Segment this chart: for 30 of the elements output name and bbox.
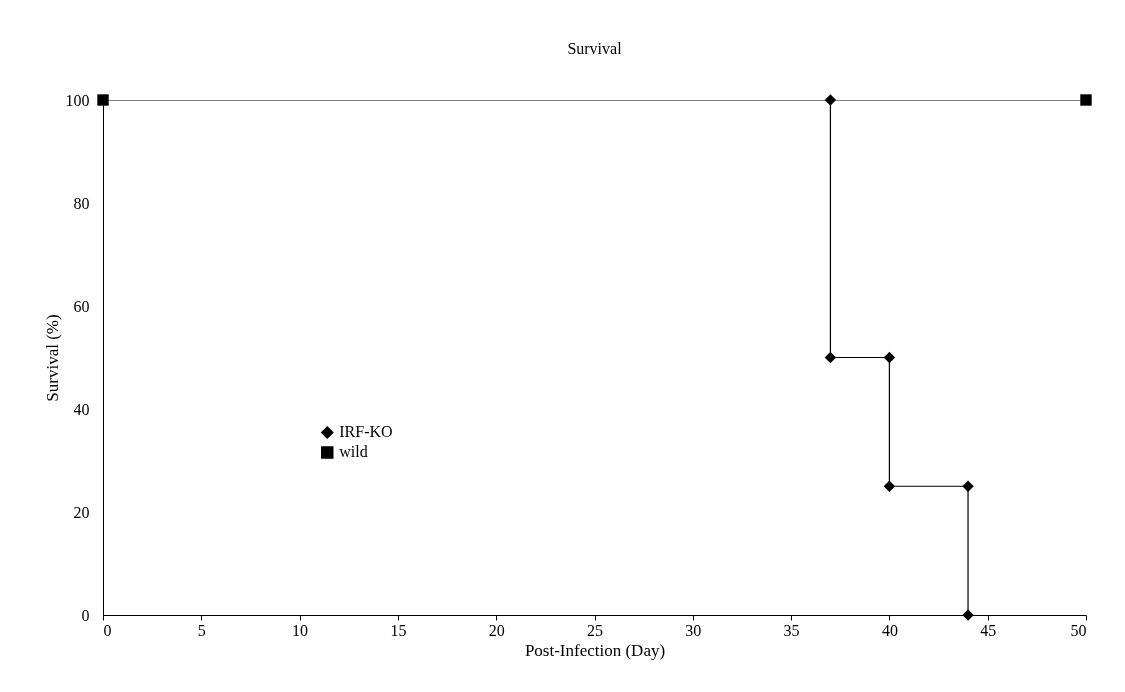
y-tick-label: 20 <box>73 503 90 521</box>
x-tick-label: 15 <box>390 621 407 639</box>
point <box>1080 94 1092 106</box>
x-tick-label: 10 <box>292 621 309 639</box>
y-axis-title: Survival (%) <box>42 314 62 402</box>
x-tick-label: 20 <box>488 621 505 639</box>
legend-label: wild <box>339 443 368 461</box>
x-tick-label: 25 <box>587 621 603 639</box>
point <box>962 480 974 492</box>
x-tick-label: 50 <box>1070 621 1087 639</box>
x-tick-label: 35 <box>783 621 800 639</box>
x-tick-label: 30 <box>685 621 702 639</box>
point <box>962 609 974 621</box>
point <box>883 351 896 364</box>
x-tick-label: 5 <box>197 621 206 639</box>
x-tick-label: 40 <box>881 621 898 639</box>
x-axis-title: Post-Infection (Day) <box>524 640 666 660</box>
chart-title: Survival <box>567 40 623 57</box>
y-tick-label: 0 <box>81 606 90 624</box>
x-tick-label: 45 <box>980 621 997 639</box>
x-tick-label: 0 <box>103 621 112 639</box>
point <box>97 94 109 106</box>
y-tick-label: 40 <box>73 400 90 418</box>
legend-label: IRF-KO <box>339 423 393 441</box>
point <box>824 351 837 364</box>
point <box>824 94 837 106</box>
y-tick-label: 60 <box>73 297 90 315</box>
point <box>883 480 896 492</box>
y-tick-label: 80 <box>73 194 90 212</box>
y-tick-label: 100 <box>65 91 90 109</box>
